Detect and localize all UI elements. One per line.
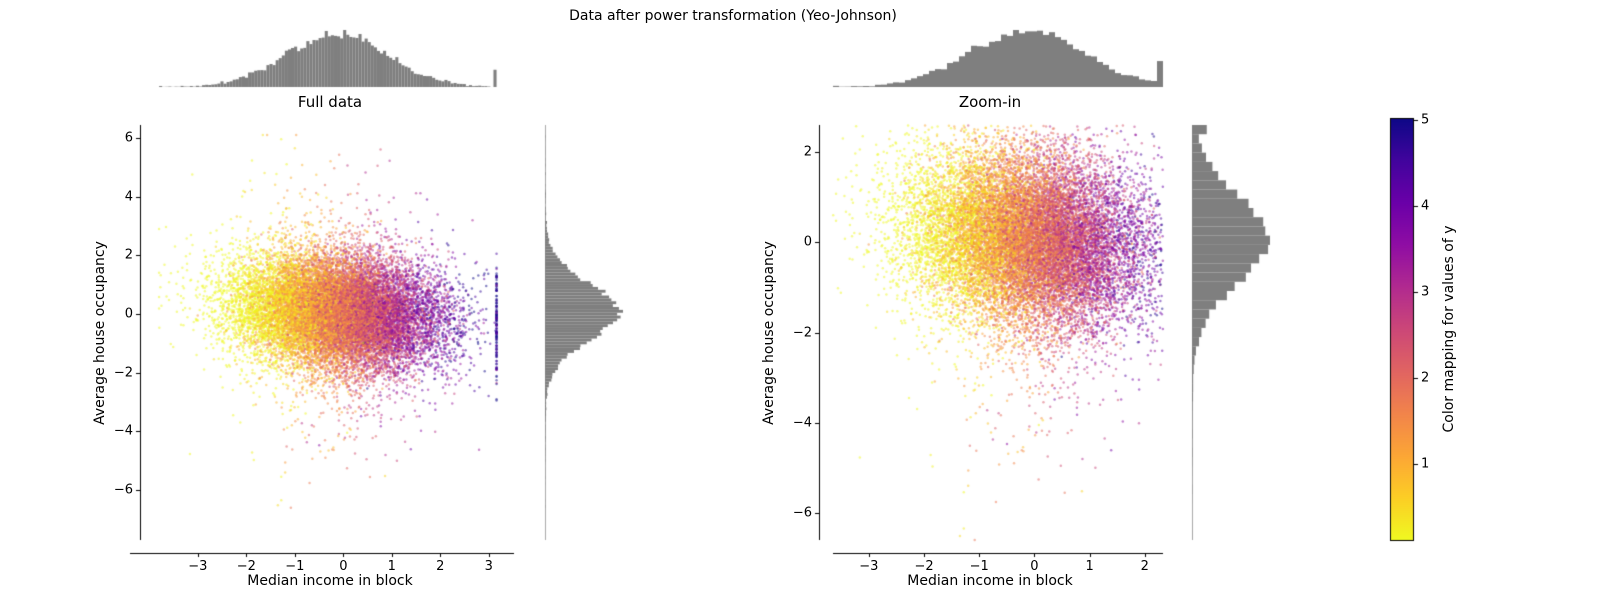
y-tick-label: −4 bbox=[113, 423, 133, 439]
y-tick-label: 0 bbox=[803, 234, 812, 250]
x-tick-label: −3 bbox=[188, 559, 208, 574]
colorbar-tick-label: 1 bbox=[1421, 456, 1430, 472]
x-tick-label: 2 bbox=[1140, 559, 1149, 574]
colorbar-tick-label: 4 bbox=[1421, 198, 1430, 214]
y-tick-label: −6 bbox=[792, 505, 812, 521]
y-tick-label: 4 bbox=[124, 189, 133, 205]
x-tick-label: 0 bbox=[339, 559, 348, 574]
x-tick-label: −3 bbox=[859, 559, 879, 574]
figure-title: Data after power transformation (Yeo-Joh… bbox=[569, 8, 897, 24]
x-tick-label: 2 bbox=[436, 559, 445, 574]
y-tick-label: −4 bbox=[792, 415, 812, 431]
colorbar-label: Color mapping for values of y bbox=[1441, 225, 1457, 433]
x-tick-label: 0 bbox=[1030, 559, 1039, 574]
y-tick-label: 2 bbox=[803, 144, 812, 160]
colorbar-tick-label: 5 bbox=[1421, 112, 1430, 128]
x-tick-label: 3 bbox=[484, 559, 493, 574]
y-axis-label-full-data: Average house occupancy bbox=[92, 240, 108, 425]
y-tick-label: 2 bbox=[124, 247, 133, 263]
y-tick-label: 0 bbox=[124, 306, 133, 322]
y-tick-label: 6 bbox=[124, 130, 133, 146]
subplot-title-full-data: Full data bbox=[297, 93, 363, 111]
y-tick-label: −6 bbox=[113, 482, 133, 498]
x-axis-label-zoom-in: Median income in block bbox=[907, 573, 1073, 589]
x-tick-label: −1 bbox=[285, 559, 305, 574]
colorbar-tick-label: 2 bbox=[1421, 370, 1430, 386]
x-tick-label: 1 bbox=[1085, 559, 1094, 574]
colorbar-tick-label: 3 bbox=[1421, 284, 1430, 300]
x-tick-label: −1 bbox=[969, 559, 989, 574]
y-tick-label: −2 bbox=[113, 365, 133, 381]
subplot-title-zoom-in: Zoom-in bbox=[958, 93, 1022, 111]
x-tick-label: −2 bbox=[914, 559, 934, 574]
y-tick-label: −2 bbox=[792, 325, 812, 340]
x-tick-label: −2 bbox=[236, 559, 256, 574]
x-axis-label-full-data: Median income in block bbox=[247, 573, 413, 589]
x-tick-label: 1 bbox=[387, 559, 396, 574]
y-axis-label-zoom-in: Average house occupancy bbox=[761, 240, 777, 425]
